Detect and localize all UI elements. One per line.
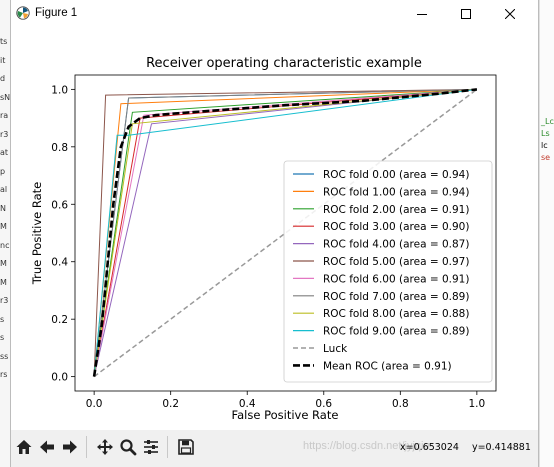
mean-roc-line [92, 88, 478, 377]
chart-title: Receiver operating characteristic exampl… [146, 56, 422, 71]
y-tick-label: 1.0 [51, 84, 68, 96]
axis-ticks: 0.0 0.2 0.4 0.6 0.8 1.0 0.0 0.2 0.4 0.6 0.8 1.0 [51, 84, 485, 410]
configure-subplots-icon [144, 440, 158, 454]
y-tick-label: 0.4 [51, 257, 68, 269]
pan-icon [97, 439, 113, 455]
back-button[interactable] [36, 436, 58, 458]
x-tick-label: 0.6 [315, 398, 332, 410]
x-tick-label: 0.2 [162, 398, 179, 410]
matplotlib-logo-icon [16, 6, 30, 20]
background-text-fragment: sN [0, 92, 11, 102]
zoom-icon [120, 439, 137, 456]
save-button[interactable] [175, 436, 197, 458]
series-lines [92, 88, 478, 378]
figure-canvas[interactable]: Receiver operating characteristic exampl… [11, 28, 540, 428]
background-text-fragment: ss [0, 351, 9, 361]
background-text-fragment: M [0, 222, 7, 231]
x-tick-label: 1.0 [469, 398, 486, 410]
zoom-button[interactable] [117, 436, 139, 458]
background-text-fragment: lc [541, 141, 548, 150]
axes-frame [74, 74, 497, 392]
background-editor-right-edge: _Lc Ls lc se [539, 0, 554, 467]
save-icon [178, 439, 194, 455]
background-text-fragment: r3 [0, 129, 9, 139]
background-text-fragment: ra [0, 111, 9, 120]
home-icon [16, 440, 32, 454]
background-text-fragment: se [541, 153, 551, 162]
legend-box [283, 160, 493, 383]
home-button[interactable] [13, 436, 35, 458]
maximize-button[interactable] [444, 0, 488, 28]
background-text-fragment: at [0, 148, 9, 157]
back-arrow-icon [40, 440, 54, 454]
configure-subplots-button[interactable] [140, 436, 162, 458]
background-text-fragment: rs [0, 370, 8, 379]
toolbar-separator [86, 436, 87, 458]
cursor-coordinates: x=0.653024 y=0.414881 [400, 442, 541, 453]
legend: ROC fold 0.00 (area = 0.94) ROC fold 1.00… [283, 160, 493, 383]
roc-fold-line-3 [93, 88, 477, 377]
x-axis-label: False Positive Rate [232, 408, 339, 422]
navigation-toolbar: https://blog.csdn.net/jyjqiu x=0.653024 … [11, 430, 538, 467]
background-text-fragment: p [0, 166, 6, 176]
legend-entry-label: ROC fold 5.00 (area = 0.97) [323, 256, 469, 268]
window-title: Figure 1 [35, 7, 78, 19]
forward-arrow-icon [63, 440, 77, 454]
legend-entry-label: ROC fold 9.00 (area = 0.89) [323, 326, 469, 338]
title-bar[interactable]: Figure 1 [11, 0, 538, 28]
background-text-fragment: nc [0, 240, 10, 250]
y-tick-label: 0.8 [51, 142, 68, 154]
watermark-text: https://blog.csdn.net/jyjqiu [303, 440, 430, 452]
y-tick-label: 0.0 [51, 372, 68, 384]
background-text-fragment: al [0, 185, 8, 194]
background-text-fragment: N [0, 203, 6, 213]
legend-entry-label: Luck [323, 343, 348, 355]
legend-entry-label: ROC fold 0.00 (area = 0.94) [323, 169, 469, 181]
legend-entry-label: Mean ROC (area = 0.91) [323, 360, 452, 372]
legend-entry-label: ROC fold 8.00 (area = 0.88) [323, 308, 469, 320]
background-text-fragment: r3 [0, 296, 9, 305]
x-tick-label: 0.0 [86, 398, 103, 410]
background-text-fragment: s [0, 333, 5, 342]
minimize-button[interactable] [400, 0, 444, 28]
toolbar-separator [167, 436, 168, 458]
legend-entry-label: ROC fold 2.00 (area = 0.91) [323, 204, 469, 216]
roc-fold-line-9 [93, 88, 477, 377]
x-tick-label: 0.4 [239, 398, 256, 410]
background-text-fragment: M [0, 277, 7, 287]
y-axis-label: True Positive Rate [30, 182, 44, 285]
y-tick-label: 0.6 [51, 199, 68, 211]
legend-entry-label: ROC fold 7.00 (area = 0.89) [323, 291, 469, 303]
cursor-x-readout: x=0.653024 [400, 442, 459, 453]
x-tick-label: 0.8 [392, 398, 409, 410]
y-tick-label: 0.2 [51, 314, 68, 326]
background-text-fragment: _Lc [541, 117, 554, 126]
roc-fold-line-5 [93, 88, 477, 377]
close-icon [505, 9, 515, 19]
background-text-fragment: it [0, 55, 6, 65]
minimize-icon [417, 14, 427, 15]
pan-button[interactable] [94, 436, 116, 458]
legend-entry-label: ROC fold 1.00 (area = 0.94) [323, 186, 469, 198]
cursor-y-readout: y=0.414881 [471, 442, 531, 453]
roc-fold-line-6 [93, 88, 477, 377]
background-text-fragment: s [0, 314, 5, 324]
close-button[interactable] [488, 0, 532, 28]
legend-entry-label: ROC fold 3.00 (area = 0.90) [323, 221, 469, 233]
background-text-fragment: M [0, 259, 7, 268]
figure-window: Figure 1 Receiver operating characterist… [10, 0, 539, 467]
background-text-fragment: Ls [541, 129, 550, 138]
maximize-icon [461, 9, 471, 19]
background-text-fragment: d [0, 74, 6, 83]
legend-entry-label: ROC fold 4.00 (area = 0.87) [323, 239, 469, 251]
forward-button[interactable] [59, 436, 81, 458]
roc-fold-line-2 [93, 88, 477, 377]
background-text-fragment: ts [0, 37, 8, 46]
legend-entry-label: ROC fold 6.00 (area = 0.91) [323, 273, 469, 285]
